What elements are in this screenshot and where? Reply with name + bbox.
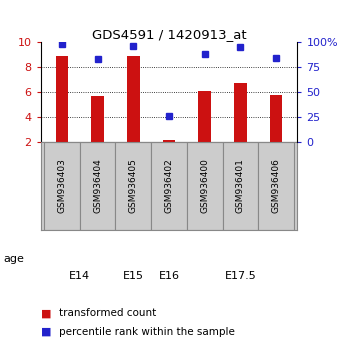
Bar [80, 142, 116, 230]
Text: GSM936405: GSM936405 [129, 158, 138, 213]
Bar [44, 142, 80, 230]
Text: transformed count: transformed count [59, 308, 156, 318]
Bar [56, 56, 68, 142]
Bar [258, 142, 294, 230]
Bar [270, 95, 282, 142]
Bar [234, 84, 247, 142]
Text: age: age [3, 253, 24, 264]
Text: GSM936404: GSM936404 [93, 159, 102, 213]
Text: percentile rank within the sample: percentile rank within the sample [59, 327, 235, 337]
Text: E16: E16 [159, 271, 179, 281]
Text: E15: E15 [123, 271, 144, 281]
Text: ■: ■ [41, 327, 51, 337]
Title: GDS4591 / 1420913_at: GDS4591 / 1420913_at [92, 28, 246, 41]
Text: E17.5: E17.5 [224, 271, 256, 281]
Text: E14: E14 [69, 271, 90, 281]
Text: GSM936400: GSM936400 [200, 158, 209, 213]
Text: GSM936403: GSM936403 [57, 158, 67, 213]
Text: GSM936401: GSM936401 [236, 158, 245, 213]
Bar [163, 140, 175, 142]
Bar [151, 142, 187, 230]
Text: ■: ■ [41, 308, 51, 318]
Bar [222, 142, 258, 230]
Bar [127, 56, 140, 142]
Text: GSM936402: GSM936402 [165, 159, 173, 213]
Bar [116, 142, 151, 230]
Text: GSM936406: GSM936406 [271, 158, 281, 213]
Bar [198, 91, 211, 142]
Bar [91, 96, 104, 142]
Bar [187, 142, 222, 230]
